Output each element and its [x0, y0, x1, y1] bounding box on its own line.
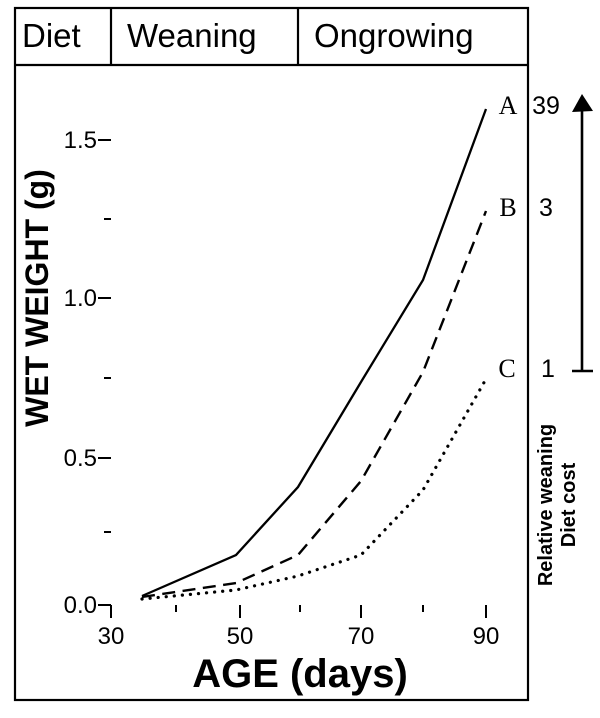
- svg-text:3: 3: [539, 194, 553, 222]
- svg-text:1.0: 1.0: [64, 285, 97, 312]
- svg-text:30: 30: [98, 623, 125, 650]
- svg-text:C: C: [498, 354, 515, 383]
- svg-text:B: B: [499, 193, 516, 222]
- svg-text:90: 90: [473, 623, 500, 650]
- svg-text:AGE (days): AGE (days): [192, 652, 408, 696]
- svg-text:70: 70: [348, 623, 375, 650]
- svg-text:0.0: 0.0: [64, 592, 97, 619]
- svg-text:1.5: 1.5: [64, 127, 97, 154]
- svg-text:A: A: [499, 91, 518, 120]
- svg-text:0.5: 0.5: [64, 445, 97, 472]
- svg-text:39: 39: [532, 92, 560, 120]
- svg-text:Relative weaning: Relative weaning: [535, 424, 557, 586]
- svg-text:Ongrowing: Ongrowing: [314, 17, 474, 54]
- svg-text:WET WEIGHT (g): WET WEIGHT (g): [19, 169, 55, 427]
- svg-text:50: 50: [227, 623, 254, 650]
- svg-text:Diet cost: Diet cost: [558, 462, 580, 547]
- svg-text:Weaning: Weaning: [127, 17, 257, 54]
- svg-text:1: 1: [541, 355, 555, 383]
- svg-text:Diet: Diet: [22, 17, 81, 54]
